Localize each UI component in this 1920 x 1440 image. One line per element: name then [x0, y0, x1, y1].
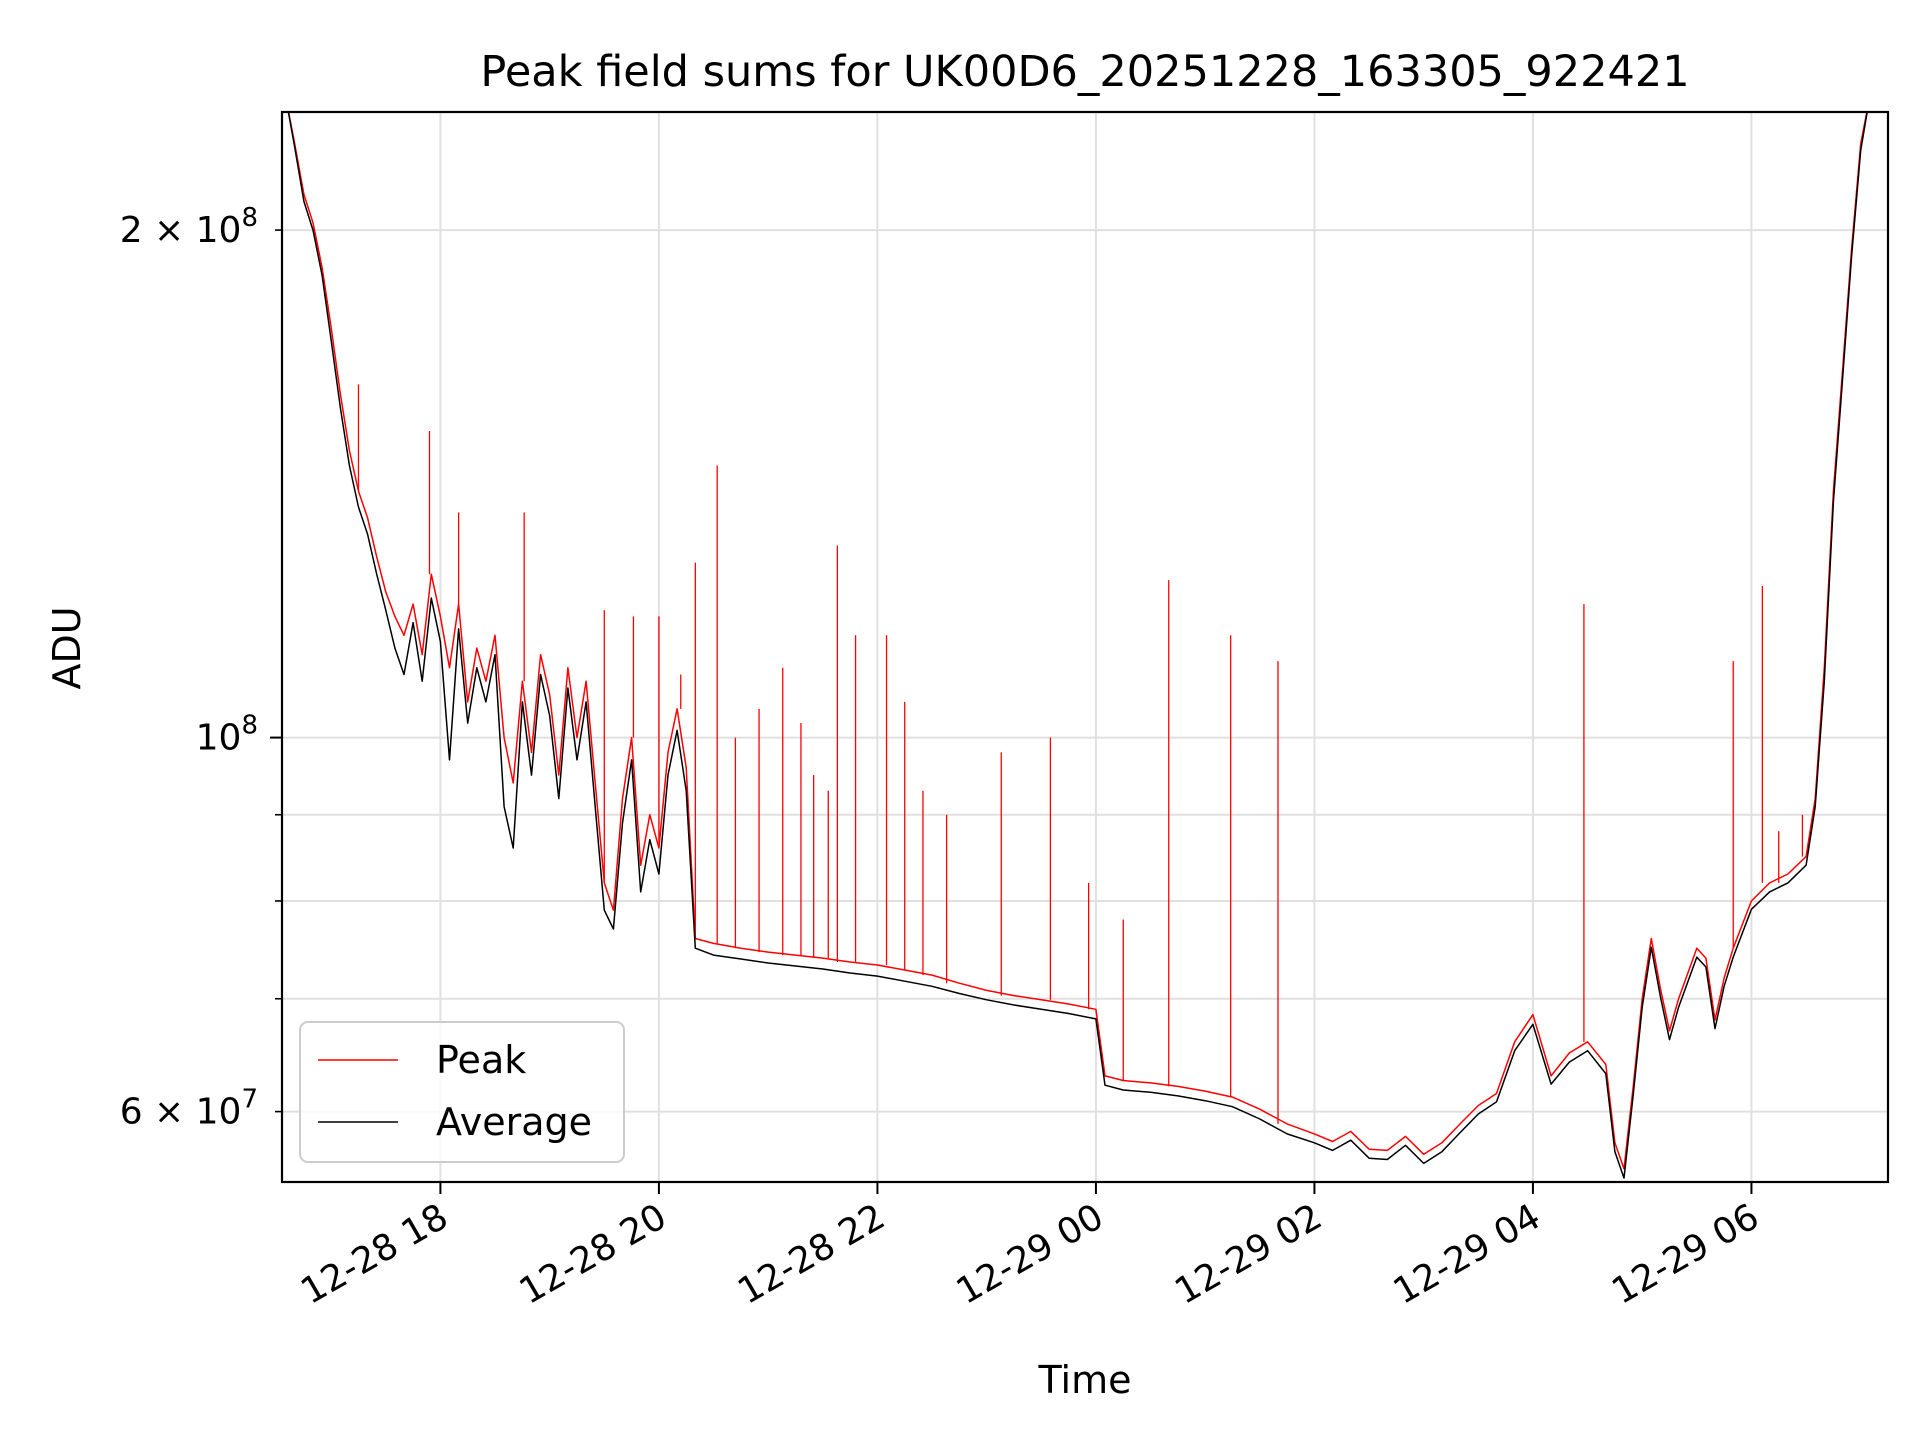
y-tick-label-base: 10: [196, 718, 242, 759]
y-minor-tick-label: 2 × 108: [120, 203, 258, 251]
y-axis-label: ADU: [45, 606, 89, 689]
y-minor-tick-label: 6 × 107: [120, 1085, 258, 1133]
y-tick-label: 108: [196, 711, 258, 759]
legend-label-average: Average: [436, 1100, 592, 1144]
y-tick-label-coef: 2 × 10: [120, 210, 242, 251]
y-tick-label-exp: 8: [241, 711, 258, 741]
chart-title: Peak field sums for UK00D6_20251228_1633…: [480, 47, 1689, 97]
x-tick-label: 12-28 22: [731, 1196, 892, 1312]
legend-box: [299, 1021, 625, 1163]
x-tick-label: 12-29 00: [950, 1196, 1111, 1312]
x-tick-label: 12-29 04: [1387, 1196, 1548, 1312]
x-tick-label: 12-28 20: [513, 1196, 674, 1312]
plot-frame: [280, 110, 1890, 1184]
x-tick-label: 12-28 18: [294, 1196, 455, 1312]
series-layer: [287, 112, 1868, 1179]
y-tick-label-exp: 7: [241, 1085, 258, 1115]
x-tick-label: 12-29 02: [1168, 1196, 1329, 1312]
y-tick-label-exp: 8: [241, 203, 258, 233]
series-line-peak: [287, 112, 1868, 1170]
y-tick-label-coef: 6 × 10: [120, 1092, 242, 1133]
legend-label-peak: Peak: [436, 1038, 526, 1082]
x-axis: 12-28 18 12-28 20 12-28 22 12-29 00 12-29 02…: [294, 1182, 1766, 1313]
series-line-average: [287, 112, 1868, 1179]
x-axis-label: Time: [1038, 1358, 1132, 1402]
grid: [282, 112, 1888, 1182]
legend: Peak Average: [299, 1021, 625, 1163]
x-tick-label: 12-29 06: [1605, 1196, 1766, 1312]
